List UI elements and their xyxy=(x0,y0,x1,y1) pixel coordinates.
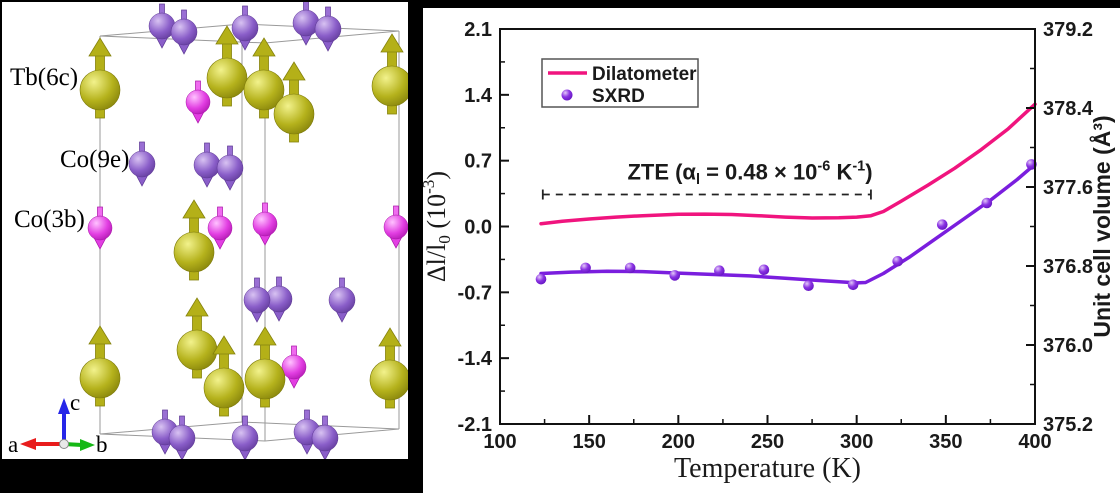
atom-tb xyxy=(206,25,248,107)
axis-titles: Temperature (K) Δl/l0 (10-3) Unit cell vol… xyxy=(423,115,1115,484)
svg-text:1.4: 1.4 xyxy=(464,85,493,107)
legend-dilatometer-label: Dilatometer xyxy=(592,64,697,85)
sxrd-point xyxy=(535,273,547,285)
svg-text:300: 300 xyxy=(840,431,873,453)
atom-co3b xyxy=(87,206,113,250)
sxrd-point xyxy=(669,270,681,281)
legend-sxrd-label: SXRD xyxy=(592,86,645,107)
atom-co9e xyxy=(168,415,196,459)
sxrd-point xyxy=(847,279,859,291)
svg-text:-2.1: -2.1 xyxy=(458,414,492,436)
b-axis-arrow xyxy=(80,439,95,451)
chart-panel: ZTE (αl = 0.48 × 10-6 K-1) 100 150 200 250 30… xyxy=(423,8,1120,493)
atom-co9e xyxy=(265,276,293,322)
svg-text:250: 250 xyxy=(751,431,784,453)
atom-co9e xyxy=(170,9,198,55)
svg-text:376.0: 376.0 xyxy=(1043,335,1093,357)
svg-text:377.6: 377.6 xyxy=(1043,177,1093,199)
svg-text:379.2: 379.2 xyxy=(1043,19,1093,41)
atom-tb xyxy=(371,33,408,115)
atom-co3b xyxy=(185,80,211,124)
c-axis-label: c xyxy=(70,390,80,415)
axis-triad: c a b xyxy=(8,390,108,457)
svg-text:375.2: 375.2 xyxy=(1043,414,1093,436)
atom-co9e xyxy=(193,142,221,188)
sxrd-point xyxy=(714,265,725,277)
sxrd-fit-curve xyxy=(539,165,1034,285)
svg-text:378.4: 378.4 xyxy=(1043,98,1094,120)
data-series xyxy=(535,102,1037,292)
atom-co9e xyxy=(314,6,342,52)
atom-co9e xyxy=(243,277,271,323)
atom-co9e xyxy=(148,3,176,49)
svg-text:-1.4: -1.4 xyxy=(458,348,493,370)
svg-text:200: 200 xyxy=(662,431,695,453)
thermal-expansion-chart: ZTE (αl = 0.48 × 10-6 K-1) 100 150 200 250 30… xyxy=(423,19,1115,484)
dilatometer-curve xyxy=(539,102,1037,226)
atom-tb xyxy=(244,326,286,408)
atom-tb xyxy=(369,327,408,409)
sxrd-point xyxy=(624,262,636,274)
svg-text:350: 350 xyxy=(929,431,962,453)
atom-co9e xyxy=(216,145,244,191)
sxrd-point xyxy=(803,280,814,292)
atom-tb xyxy=(203,335,245,417)
label-co-3b: Co(3b) xyxy=(14,206,85,233)
crystal-structure-panel: c a b Tb(6c) Co(9e) Co(3b) xyxy=(2,2,408,459)
atom-co3b xyxy=(207,206,233,250)
atom-tb xyxy=(79,37,121,119)
atom-co9e xyxy=(231,5,259,51)
axes: 100 150 200 250 300 350 400 2.1 1.4 0.7 0.0 -0.7 -1.… xyxy=(458,19,1094,453)
atom-tb xyxy=(79,325,121,407)
x-axis-title: Temperature (K) xyxy=(674,453,861,484)
crystal-structure-drawing: c a b xyxy=(8,2,408,459)
atom-co9e xyxy=(328,277,356,323)
svg-text:-0.7: -0.7 xyxy=(458,282,492,304)
svg-text:100: 100 xyxy=(483,431,516,453)
atom-tb xyxy=(173,199,215,281)
atoms xyxy=(79,2,408,459)
atom-co9e xyxy=(128,141,156,187)
svg-text:400: 400 xyxy=(1018,431,1051,453)
sxrd-point xyxy=(580,262,591,274)
right-y-axis-title: Unit cell volume (Å³) xyxy=(1088,115,1115,337)
atom-co3b xyxy=(252,202,278,246)
a-axis-arrow xyxy=(20,438,36,450)
c-axis-arrow xyxy=(58,398,70,414)
atom-co3b xyxy=(383,205,408,249)
atom-co9e xyxy=(231,415,259,459)
svg-text:150: 150 xyxy=(572,431,605,453)
svg-text:2.1: 2.1 xyxy=(464,19,492,41)
label-tb-6c: Tb(6c) xyxy=(10,64,79,91)
sxrd-point xyxy=(758,264,770,276)
sxrd-point xyxy=(981,197,993,209)
b-axis-label: b xyxy=(96,432,108,457)
sxrd-point xyxy=(936,219,948,230)
atom-co3b xyxy=(281,345,307,389)
sxrd-point xyxy=(892,255,903,267)
atom-co9e xyxy=(292,2,320,46)
triad-origin xyxy=(59,439,69,449)
zte-annotation-text: ZTE (αl = 0.48 × 10-6 K-1) xyxy=(627,158,872,188)
legend-sxrd-swatch xyxy=(561,89,573,101)
svg-text:376.8: 376.8 xyxy=(1043,256,1093,278)
label-co-9e: Co(9e) xyxy=(60,146,130,173)
atom-tb xyxy=(176,297,218,379)
zte-annotation: ZTE (αl = 0.48 × 10-6 K-1) xyxy=(541,158,873,200)
svg-text:0.0: 0.0 xyxy=(464,217,492,239)
svg-text:0.7: 0.7 xyxy=(464,151,492,173)
a-axis-label: a xyxy=(8,432,18,457)
atom-tb xyxy=(273,61,315,143)
atom-tb xyxy=(243,37,285,119)
atom-co9e xyxy=(311,415,339,459)
left-y-axis-title: Δl/l0 (10-3) xyxy=(423,171,454,282)
